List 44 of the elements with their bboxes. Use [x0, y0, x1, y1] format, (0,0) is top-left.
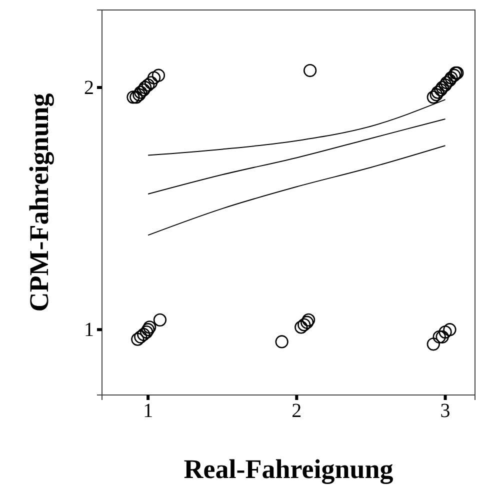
point: [443, 323, 456, 336]
point: [434, 83, 448, 96]
point: [302, 313, 316, 326]
point: [132, 88, 146, 102]
point: [126, 90, 140, 104]
point: [426, 338, 440, 351]
point: [300, 316, 314, 329]
point: [152, 68, 166, 82]
point: [444, 71, 458, 84]
point: [142, 320, 156, 334]
point: [438, 78, 452, 92]
point: [130, 90, 143, 104]
point: [153, 313, 167, 326]
point: [303, 64, 317, 78]
x-tick-label: 3: [440, 400, 450, 422]
point: [134, 330, 148, 344]
point: [432, 330, 446, 344]
point: [431, 86, 444, 99]
point: [436, 330, 449, 344]
point: [443, 74, 456, 87]
point: [436, 80, 449, 94]
point: [137, 328, 150, 342]
point: [294, 320, 308, 334]
point: [275, 335, 288, 348]
x-tick-label: 1: [143, 400, 154, 422]
point: [138, 80, 152, 94]
point: [448, 68, 461, 82]
point: [144, 76, 158, 90]
line-series: [148, 118, 446, 195]
point: [142, 78, 155, 92]
y-axis-title: CPM-Fahreignung: [24, 92, 54, 312]
line-series: [148, 145, 446, 236]
x-axis-title: Real-Fahreignung: [184, 454, 394, 484]
point: [142, 323, 155, 336]
point: [430, 88, 443, 102]
point: [298, 318, 311, 332]
x-tick-label: 2: [292, 400, 302, 422]
point: [438, 325, 452, 339]
point: [134, 86, 148, 99]
point: [137, 83, 150, 96]
point: [426, 90, 440, 104]
point: [440, 76, 454, 90]
point: [147, 71, 161, 84]
point: [131, 332, 144, 346]
